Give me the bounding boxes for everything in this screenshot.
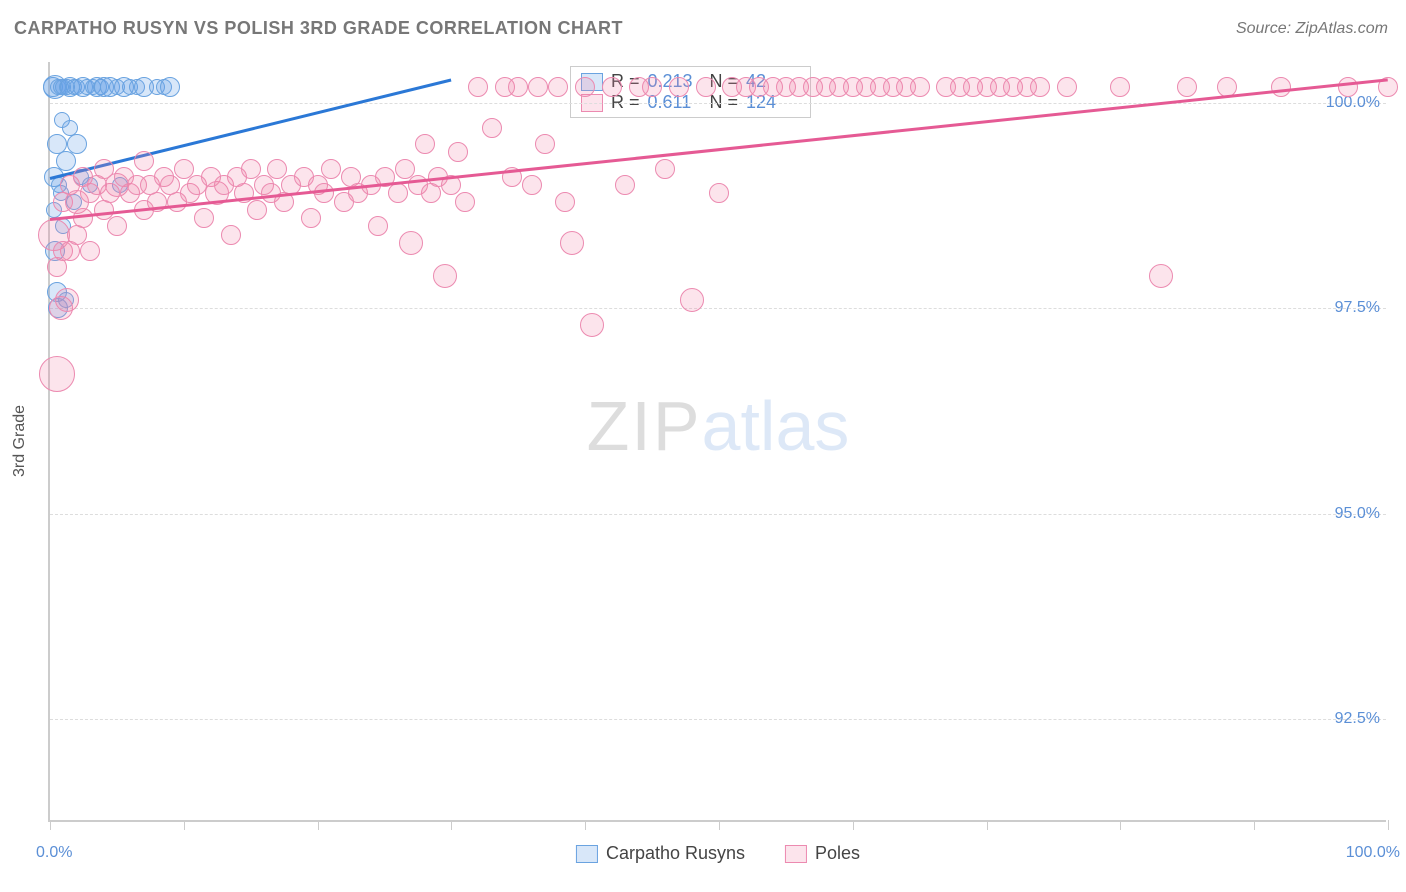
data-point bbox=[482, 118, 502, 138]
x-tick bbox=[1120, 820, 1121, 830]
x-axis-min-label: 0.0% bbox=[36, 844, 72, 862]
data-point bbox=[642, 77, 662, 97]
data-point bbox=[321, 159, 341, 179]
data-point bbox=[448, 142, 468, 162]
data-point bbox=[174, 159, 194, 179]
gridline bbox=[50, 308, 1386, 309]
data-point bbox=[399, 231, 423, 255]
x-tick bbox=[50, 820, 51, 830]
data-point bbox=[468, 77, 488, 97]
data-point bbox=[580, 313, 604, 337]
data-point bbox=[669, 77, 689, 97]
x-tick bbox=[318, 820, 319, 830]
data-point bbox=[1030, 77, 1050, 97]
data-point bbox=[615, 175, 635, 195]
watermark-zip: ZIP bbox=[587, 387, 702, 465]
y-tick-label: 92.5% bbox=[1335, 710, 1380, 728]
x-tick bbox=[987, 820, 988, 830]
data-point bbox=[680, 288, 704, 312]
x-tick bbox=[853, 820, 854, 830]
gridline bbox=[50, 514, 1386, 515]
data-point bbox=[55, 288, 79, 312]
gridline bbox=[50, 719, 1386, 720]
data-point bbox=[107, 216, 127, 236]
legend-label: Poles bbox=[815, 843, 860, 864]
data-point bbox=[508, 77, 528, 97]
data-point bbox=[160, 77, 180, 97]
data-point bbox=[80, 241, 100, 261]
data-point bbox=[194, 208, 214, 228]
data-point bbox=[221, 225, 241, 245]
chart-header: CARPATHO RUSYN VS POLISH 3RD GRADE CORRE… bbox=[14, 18, 1388, 39]
data-point bbox=[555, 192, 575, 212]
gridline bbox=[50, 103, 1386, 104]
legend-label: Carpatho Rusyns bbox=[606, 843, 745, 864]
data-point bbox=[314, 183, 334, 203]
data-point bbox=[910, 77, 930, 97]
data-point bbox=[548, 77, 568, 97]
legend-item: Carpatho Rusyns bbox=[576, 843, 745, 864]
chart-source: Source: ZipAtlas.com bbox=[1236, 20, 1388, 38]
chart-title: CARPATHO RUSYN VS POLISH 3RD GRADE CORRE… bbox=[14, 18, 623, 39]
legend: Carpatho Rusyns Poles bbox=[576, 843, 860, 864]
data-point bbox=[1177, 77, 1197, 97]
data-point bbox=[301, 208, 321, 228]
data-point bbox=[433, 264, 457, 288]
data-point bbox=[241, 159, 261, 179]
data-point bbox=[696, 77, 716, 97]
data-point bbox=[395, 159, 415, 179]
watermark-atlas: atlas bbox=[702, 387, 850, 465]
x-tick bbox=[451, 820, 452, 830]
x-tick bbox=[719, 820, 720, 830]
data-point bbox=[247, 200, 267, 220]
data-point bbox=[535, 134, 555, 154]
y-tick-label: 100.0% bbox=[1326, 94, 1380, 112]
data-point bbox=[388, 183, 408, 203]
data-point bbox=[655, 159, 675, 179]
y-axis-title: 3rd Grade bbox=[11, 405, 29, 477]
data-point bbox=[1149, 264, 1173, 288]
legend-swatch bbox=[576, 845, 598, 863]
data-point bbox=[368, 216, 388, 236]
x-tick bbox=[1254, 820, 1255, 830]
data-point bbox=[1057, 77, 1077, 97]
x-tick bbox=[1388, 820, 1389, 830]
data-point bbox=[1110, 77, 1130, 97]
x-tick bbox=[184, 820, 185, 830]
data-point bbox=[39, 356, 75, 392]
data-point bbox=[575, 77, 595, 97]
data-point bbox=[67, 134, 87, 154]
data-point bbox=[709, 183, 729, 203]
data-point bbox=[528, 77, 548, 97]
data-point bbox=[522, 175, 542, 195]
data-point bbox=[560, 231, 584, 255]
y-tick-label: 97.5% bbox=[1335, 299, 1380, 317]
y-tick-label: 95.0% bbox=[1335, 505, 1380, 523]
data-point bbox=[134, 151, 154, 171]
plot-area: 3rd Grade ZIPatlas 0.0% 100.0% R =0.213N… bbox=[48, 62, 1386, 822]
data-point bbox=[602, 77, 622, 97]
data-point bbox=[415, 134, 435, 154]
legend-item: Poles bbox=[785, 843, 860, 864]
x-axis-max-label: 100.0% bbox=[1346, 844, 1400, 862]
watermark: ZIPatlas bbox=[587, 386, 850, 466]
x-tick bbox=[585, 820, 586, 830]
data-point bbox=[455, 192, 475, 212]
legend-swatch bbox=[785, 845, 807, 863]
data-point bbox=[267, 159, 287, 179]
data-point bbox=[1338, 77, 1358, 97]
data-point bbox=[1271, 77, 1291, 97]
